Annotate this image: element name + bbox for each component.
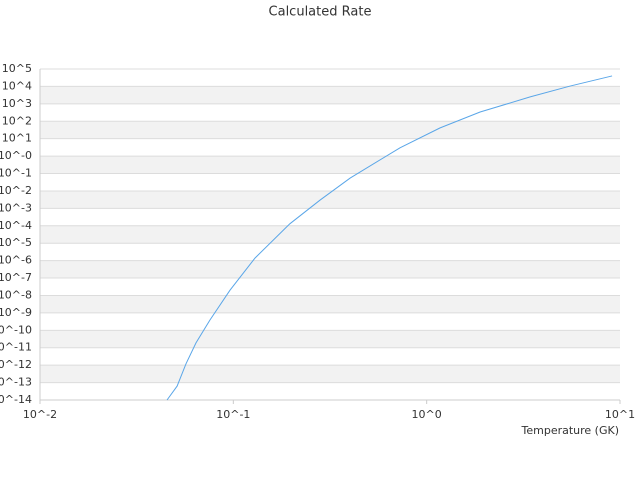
- grid-band: [40, 121, 620, 139]
- y-tick-label: 10^-13: [0, 376, 32, 389]
- y-tick-label: 10^3: [2, 97, 32, 110]
- grid-band: [40, 365, 620, 383]
- y-tick-label: 10^-1: [0, 167, 32, 180]
- y-tick-label: 10^1: [2, 132, 32, 145]
- data-line: [166, 75, 613, 401]
- y-tick-label: 10^-7: [0, 271, 32, 284]
- y-tick-label: 10^-3: [0, 201, 32, 214]
- y-tick-label: 10^-0: [0, 149, 32, 162]
- x-tick-label: 10^-2: [23, 408, 57, 421]
- grid-band: [40, 330, 620, 348]
- y-tick-label: 10^-10: [0, 323, 32, 336]
- y-tick-label: 10^-8: [0, 288, 32, 301]
- grid-band: [40, 190, 620, 209]
- y-tick-label: 10^-5: [0, 236, 32, 249]
- y-tick-label: 10^-4: [0, 219, 32, 232]
- x-tick-label: 10^0: [412, 408, 442, 421]
- y-tick-label: 10^-12: [0, 358, 32, 371]
- x-tick-label: 10^-1: [216, 408, 250, 421]
- y-tick-label: 10^-6: [0, 254, 32, 267]
- grid-band: [40, 295, 620, 313]
- y-tick-label: 10^-11: [0, 341, 32, 354]
- x-axis-label: Temperature (GK): [521, 424, 620, 437]
- grid-band: [40, 86, 620, 104]
- y-tick-label: 10^-2: [0, 184, 32, 197]
- y-tick-label: 10^2: [2, 114, 32, 127]
- chart-title: Calculated Rate: [269, 5, 372, 20]
- y-tick-label: 10^-14: [0, 393, 32, 406]
- grid-band: [40, 225, 620, 244]
- grid-band: [40, 260, 620, 279]
- grid-band: [40, 156, 620, 174]
- y-tick-label: 10^5: [2, 62, 32, 75]
- x-tick-label: 10^1: [605, 408, 635, 421]
- y-tick-label: 10^-9: [0, 306, 32, 319]
- y-tick-label: 10^4: [2, 79, 32, 92]
